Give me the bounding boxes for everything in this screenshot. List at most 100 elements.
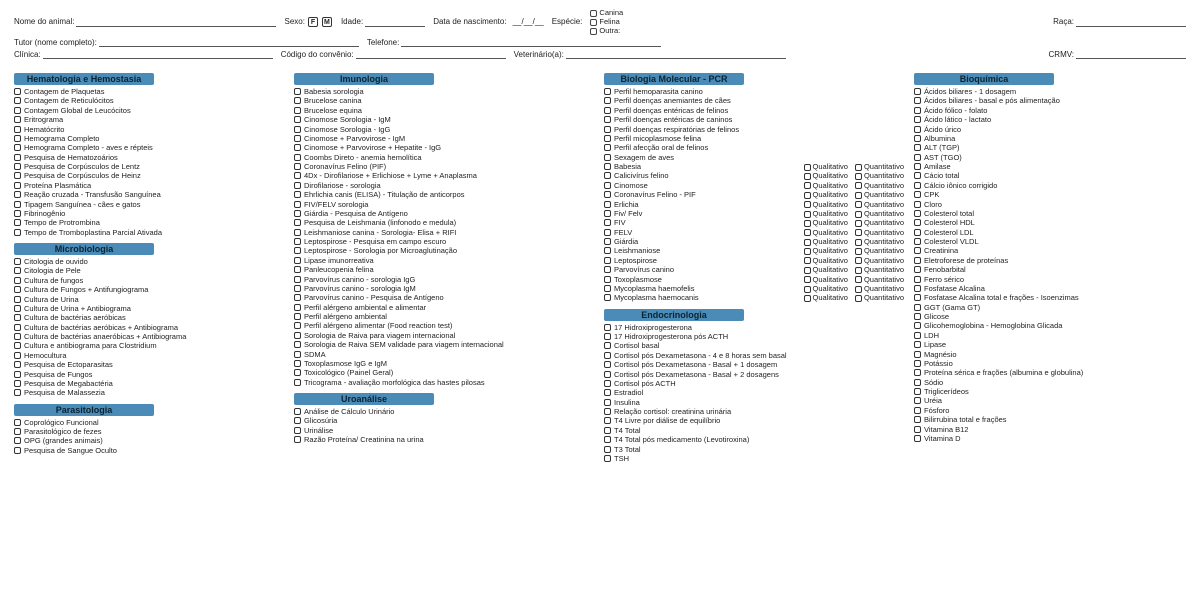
checkbox[interactable] <box>294 144 301 151</box>
checkbox[interactable] <box>14 333 21 340</box>
checkbox[interactable] <box>914 379 921 386</box>
checkbox-qualitativo[interactable] <box>804 173 811 180</box>
checkbox[interactable] <box>914 88 921 95</box>
checkbox[interactable] <box>604 88 611 95</box>
checkbox[interactable] <box>14 305 21 312</box>
checkbox[interactable] <box>914 294 921 301</box>
checkbox[interactable] <box>294 276 301 283</box>
checkbox[interactable] <box>14 352 21 359</box>
checkbox[interactable] <box>604 389 611 396</box>
checkbox[interactable] <box>914 397 921 404</box>
checkbox-quantitativo[interactable] <box>855 173 862 180</box>
checkbox[interactable] <box>294 238 301 245</box>
checkbox-quantitativo[interactable] <box>855 192 862 199</box>
checkbox-qualitativo[interactable] <box>804 211 811 218</box>
checkbox[interactable] <box>604 191 611 198</box>
checkbox[interactable] <box>14 286 21 293</box>
checkbox[interactable] <box>914 332 921 339</box>
sexo-m-box[interactable]: M <box>322 17 332 27</box>
checkbox[interactable] <box>604 201 611 208</box>
checkbox[interactable] <box>604 371 611 378</box>
checkbox[interactable] <box>604 333 611 340</box>
checkbox[interactable] <box>914 219 921 226</box>
checkbox[interactable] <box>294 313 301 320</box>
date-skel[interactable]: __/__/__ <box>513 17 544 26</box>
checkbox[interactable] <box>914 257 921 264</box>
checkbox[interactable] <box>604 229 611 236</box>
checkbox[interactable] <box>914 322 921 329</box>
checkbox[interactable] <box>604 455 611 462</box>
checkbox[interactable] <box>604 294 611 301</box>
checkbox[interactable] <box>604 427 611 434</box>
chk-canina[interactable] <box>590 10 597 17</box>
checkbox[interactable] <box>14 116 21 123</box>
checkbox[interactable] <box>294 257 301 264</box>
checkbox-quantitativo[interactable] <box>855 211 862 218</box>
checkbox-quantitativo[interactable] <box>855 239 862 246</box>
checkbox[interactable] <box>914 172 921 179</box>
checkbox[interactable] <box>14 361 21 368</box>
checkbox[interactable] <box>14 437 21 444</box>
checkbox[interactable] <box>14 267 21 274</box>
checkbox[interactable] <box>14 88 21 95</box>
checkbox[interactable] <box>914 407 921 414</box>
checkbox[interactable] <box>914 304 921 311</box>
checkbox[interactable] <box>604 257 611 264</box>
checkbox-qualitativo[interactable] <box>804 192 811 199</box>
checkbox[interactable] <box>294 247 301 254</box>
checkbox[interactable] <box>914 191 921 198</box>
checkbox[interactable] <box>14 135 21 142</box>
checkbox[interactable] <box>294 135 301 142</box>
checkbox[interactable] <box>14 210 21 217</box>
checkbox[interactable] <box>294 408 301 415</box>
checkbox[interactable] <box>914 369 921 376</box>
checkbox[interactable] <box>914 135 921 142</box>
checkbox[interactable] <box>294 341 301 348</box>
checkbox-quantitativo[interactable] <box>855 276 862 283</box>
checkbox-quantitativo[interactable] <box>855 201 862 208</box>
checkbox[interactable] <box>914 435 921 442</box>
checkbox[interactable] <box>914 238 921 245</box>
checkbox[interactable] <box>604 352 611 359</box>
checkbox-quantitativo[interactable] <box>855 164 862 171</box>
checkbox[interactable] <box>294 107 301 114</box>
checkbox[interactable] <box>14 428 21 435</box>
checkbox-quantitativo[interactable] <box>855 286 862 293</box>
checkbox[interactable] <box>294 163 301 170</box>
checkbox[interactable] <box>14 258 21 265</box>
checkbox[interactable] <box>604 182 611 189</box>
field-codigo-conv[interactable] <box>356 49 506 59</box>
checkbox[interactable] <box>294 210 301 217</box>
checkbox[interactable] <box>604 446 611 453</box>
checkbox[interactable] <box>294 436 301 443</box>
checkbox[interactable] <box>604 219 611 226</box>
chk-outra[interactable] <box>590 28 597 35</box>
checkbox[interactable] <box>914 97 921 104</box>
field-veterinario[interactable] <box>566 49 786 59</box>
checkbox[interactable] <box>294 154 301 161</box>
checkbox[interactable] <box>294 322 301 329</box>
checkbox[interactable] <box>294 88 301 95</box>
checkbox-qualitativo[interactable] <box>804 229 811 236</box>
checkbox[interactable] <box>914 313 921 320</box>
checkbox[interactable] <box>604 436 611 443</box>
field-telefone[interactable] <box>401 37 661 47</box>
checkbox[interactable] <box>14 447 21 454</box>
checkbox[interactable] <box>604 417 611 424</box>
checkbox[interactable] <box>604 408 611 415</box>
checkbox[interactable] <box>294 219 301 226</box>
checkbox-qualitativo[interactable] <box>804 164 811 171</box>
checkbox[interactable] <box>914 210 921 217</box>
checkbox[interactable] <box>294 427 301 434</box>
checkbox[interactable] <box>914 247 921 254</box>
checkbox[interactable] <box>294 351 301 358</box>
checkbox[interactable] <box>604 172 611 179</box>
checkbox-qualitativo[interactable] <box>804 248 811 255</box>
checkbox[interactable] <box>914 426 921 433</box>
checkbox[interactable] <box>914 416 921 423</box>
checkbox[interactable] <box>604 126 611 133</box>
checkbox-quantitativo[interactable] <box>855 295 862 302</box>
checkbox-quantitativo[interactable] <box>855 248 862 255</box>
chk-felina[interactable] <box>590 19 597 26</box>
checkbox[interactable] <box>604 135 611 142</box>
